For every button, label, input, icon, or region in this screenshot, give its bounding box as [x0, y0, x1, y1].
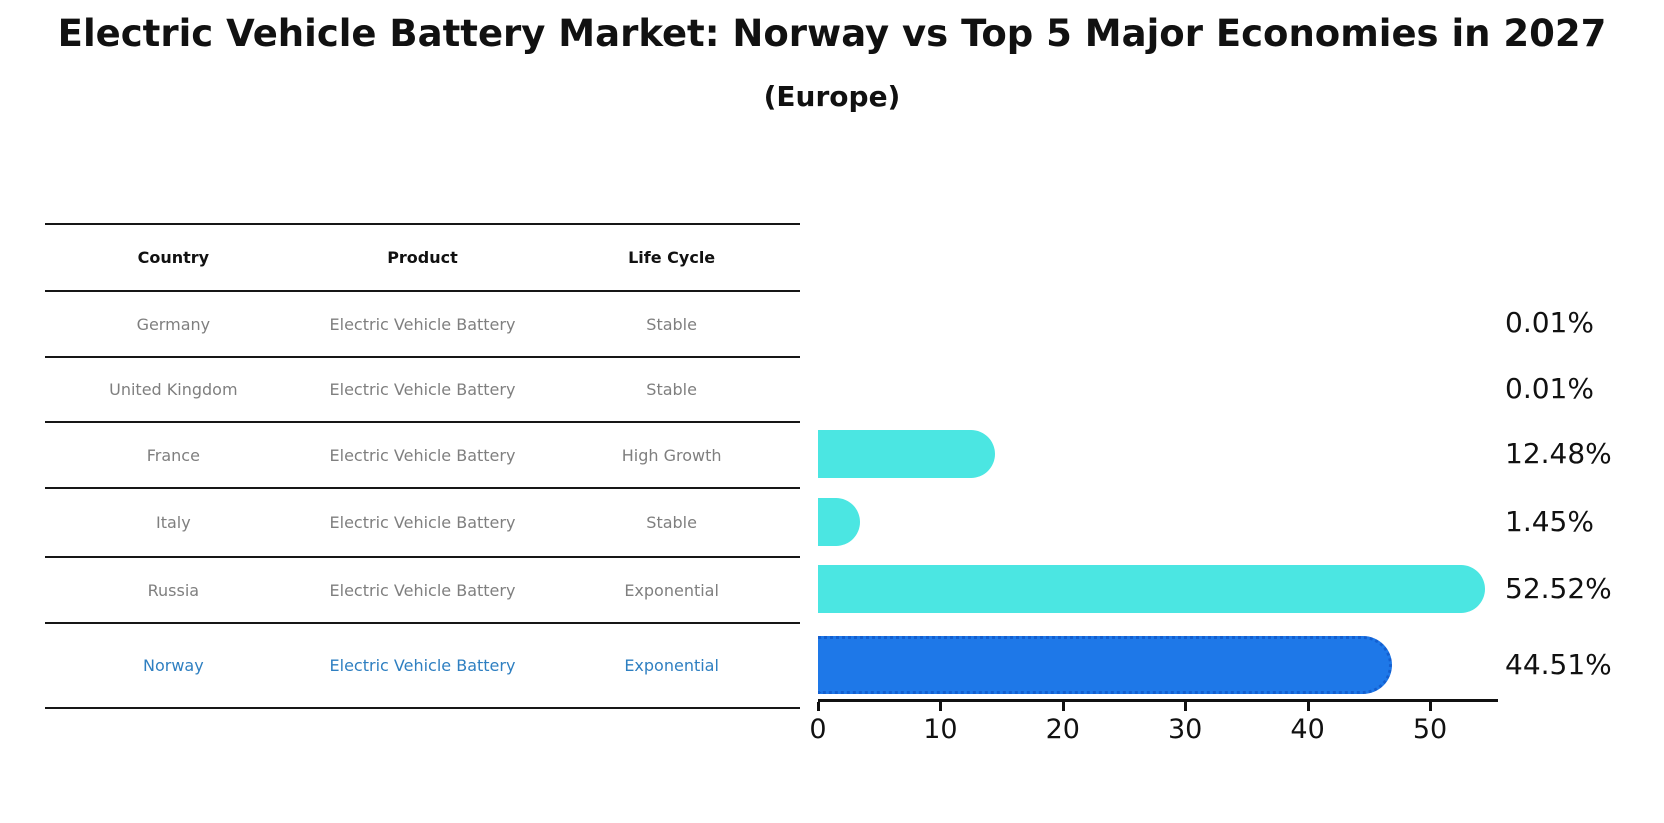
cell-product: Electric Vehicle Battery: [329, 314, 516, 334]
x-axis-tick-label: 10: [923, 714, 958, 745]
cell-country: Germany: [136, 314, 211, 334]
table-row-germany: Germany Electric Vehicle Battery Stable: [45, 290, 800, 356]
cell-country: Italy: [155, 513, 191, 532]
cell-life-cycle: Stable: [646, 314, 697, 334]
chart-title: Electric Vehicle Battery Market: Norway …: [57, 12, 1607, 55]
x-axis-tick-label: 30: [1168, 714, 1203, 745]
x-axis-tick-label: 50: [1412, 714, 1448, 745]
x-axis-line: [818, 699, 1498, 702]
cell-product: Electric Vehicle Battery: [329, 380, 516, 399]
value-label-united-kingdom: 0.01%: [1505, 371, 1594, 405]
value-label-russia: 52.52%: [1505, 572, 1612, 605]
cell-product: Electric Vehicle Battery: [329, 513, 516, 532]
cell-life-cycle: High Growth: [621, 445, 722, 465]
chart-subtitle: (Europe): [763, 80, 901, 113]
x-axis-tick: [1061, 702, 1065, 711]
x-axis-tick: [939, 702, 943, 711]
x-axis-tick-label: 0: [809, 714, 827, 745]
bar-norway: [818, 635, 1392, 694]
bar-italy: [818, 497, 860, 546]
cell-life-cycle: Exponential: [624, 580, 719, 600]
cell-product: Electric Vehicle Battery: [329, 656, 516, 675]
cell-product: Electric Vehicle Battery: [329, 445, 516, 465]
value-label-germany: 0.01%: [1505, 306, 1594, 339]
bar-russia: [818, 565, 1485, 613]
x-axis-tick: [1429, 702, 1432, 711]
x-axis-tick-label: 20: [1045, 714, 1080, 745]
column-header-life-cycle: Life Cycle: [628, 248, 716, 267]
table-row-united-kingdom: United Kingdom Electric Vehicle Battery St…: [45, 356, 800, 421]
table-row-italy: Italy Electric Vehicle Battery Stable: [45, 487, 800, 556]
cell-country: France: [146, 445, 200, 465]
table-row-russia: Russia Electric Vehicle Battery Exponentia…: [45, 556, 800, 622]
column-header-country: Country: [137, 248, 210, 267]
cell-country: Russia: [147, 580, 200, 600]
value-label-france: 12.48%: [1505, 437, 1612, 470]
x-axis-tick: [1306, 702, 1310, 711]
country-table: Country Product Life Cycle Germany Electric …: [45, 223, 800, 709]
value-label-italy: 1.45%: [1505, 504, 1594, 538]
x-axis-tick-label: 40: [1290, 714, 1325, 745]
cell-life-cycle: Exponential: [624, 656, 719, 675]
value-label-norway: 44.51%: [1505, 647, 1612, 681]
bar-france: [818, 430, 995, 478]
x-axis-tick: [817, 702, 820, 711]
cell-country: United Kingdom: [109, 380, 238, 399]
x-axis-tick: [1184, 702, 1188, 711]
cell-country: Norway: [142, 656, 204, 675]
column-header-product: Product: [387, 248, 458, 267]
table-header-row: Country Product Life Cycle: [45, 223, 800, 290]
cell-product: Electric Vehicle Battery: [329, 580, 516, 600]
cell-life-cycle: Stable: [646, 380, 697, 399]
table-row-france: France Electric Vehicle Battery High Growt…: [45, 421, 800, 487]
cell-life-cycle: Stable: [646, 513, 697, 532]
table-row-norway: Norway Electric Vehicle Battery Exponentia…: [45, 622, 800, 707]
